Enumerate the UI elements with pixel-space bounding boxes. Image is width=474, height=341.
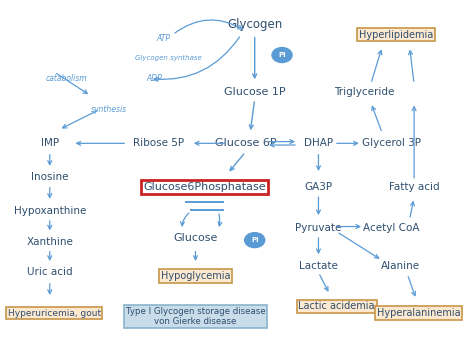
- Text: Uric acid: Uric acid: [27, 267, 73, 277]
- Text: ADP: ADP: [146, 74, 163, 83]
- Text: Glycogen: Glycogen: [227, 18, 283, 31]
- Text: Hyperlipidemia: Hyperlipidemia: [359, 30, 433, 40]
- Text: Triglyceride: Triglyceride: [334, 87, 394, 98]
- Text: DHAP: DHAP: [304, 138, 333, 148]
- Text: Xanthine: Xanthine: [27, 237, 73, 247]
- Text: GA3P: GA3P: [304, 182, 333, 192]
- Text: Hyperalaninemia: Hyperalaninemia: [377, 308, 460, 318]
- Text: ATP: ATP: [156, 33, 171, 43]
- Text: Hyperuricemia, gout: Hyperuricemia, gout: [8, 309, 101, 317]
- Text: Lactate: Lactate: [299, 261, 338, 271]
- Circle shape: [245, 233, 264, 248]
- Text: Glycogen synthase: Glycogen synthase: [135, 55, 201, 61]
- Text: Inosine: Inosine: [31, 172, 69, 182]
- Text: Glucose: Glucose: [173, 234, 218, 243]
- Text: Hypoglycemia: Hypoglycemia: [161, 271, 230, 281]
- Text: Fatty acid: Fatty acid: [389, 182, 439, 192]
- Text: Acetyl CoA: Acetyl CoA: [363, 223, 419, 233]
- Text: Pi: Pi: [251, 237, 258, 243]
- Text: Alanine: Alanine: [381, 261, 420, 271]
- Text: Glucose 6P: Glucose 6P: [215, 138, 276, 148]
- Text: Pyruvate: Pyruvate: [295, 223, 342, 233]
- Text: Type I Glycogen storage disease
von Gierke disease: Type I Glycogen storage disease von Gier…: [126, 307, 265, 326]
- Text: Glucose 1P: Glucose 1P: [224, 87, 285, 98]
- Text: Glucose6Phosphatase: Glucose6Phosphatase: [143, 182, 266, 192]
- Text: Glycerol 3P: Glycerol 3P: [362, 138, 421, 148]
- Circle shape: [272, 47, 292, 62]
- Text: catabolism: catabolism: [45, 74, 87, 83]
- Text: Hypoxanthine: Hypoxanthine: [14, 206, 86, 216]
- Text: Ribose 5P: Ribose 5P: [134, 138, 184, 148]
- Text: synthesis: synthesis: [91, 105, 127, 114]
- Text: Lactic acidemia: Lactic acidemia: [299, 301, 375, 311]
- Text: Pi: Pi: [278, 52, 286, 58]
- Text: IMP: IMP: [41, 138, 59, 148]
